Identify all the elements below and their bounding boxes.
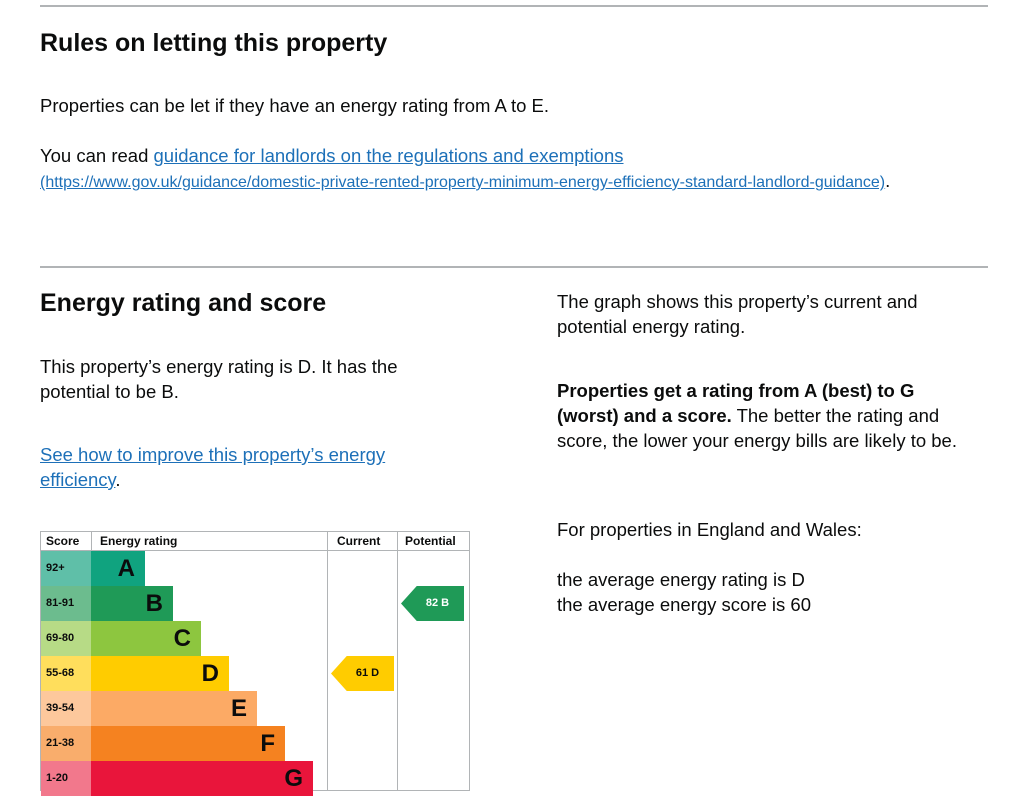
improve-paragraph: See how to improve this property’s energ… bbox=[40, 442, 460, 492]
rating-bar-f: F bbox=[91, 726, 285, 761]
rating-bar-d: D bbox=[91, 656, 229, 691]
rating-explanation-rest: The better the rating and score, the low… bbox=[557, 405, 957, 451]
guidance-link[interactable]: guidance for landlords on the regulation… bbox=[153, 145, 624, 166]
energy-heading: Energy rating and score bbox=[40, 289, 327, 317]
guidance-suffix: . bbox=[885, 170, 891, 191]
score-band-f: 21-38 bbox=[41, 726, 91, 761]
improve-suffix: . bbox=[115, 469, 121, 490]
energy-summary: This property’s energy rating is D. It h… bbox=[40, 356, 398, 402]
rules-text: Properties can be let if they have an en… bbox=[40, 95, 550, 116]
rating-bar-a: A bbox=[91, 551, 145, 586]
header-current: Current bbox=[337, 534, 381, 548]
current-rating-arrow: 61 D bbox=[331, 656, 394, 691]
improve-link[interactable]: See how to improve this property’s energ… bbox=[40, 444, 386, 490]
guidance-prefix: You can read bbox=[40, 145, 154, 166]
score-band-g: 1-20 bbox=[41, 761, 91, 796]
rules-heading: Rules on letting this property bbox=[40, 29, 388, 57]
rating-bar-c: C bbox=[91, 621, 201, 656]
guidance-url-link[interactable]: (https://www.gov.uk/guidance/domestic-pr… bbox=[40, 174, 886, 191]
rating-bar-e: E bbox=[91, 691, 257, 726]
potential-rating-arrow: 82 B bbox=[401, 586, 464, 621]
guidance-paragraph: You can read guidance for landlords on t… bbox=[40, 143, 990, 195]
header-energy-rating: Energy rating bbox=[100, 534, 178, 548]
rating-explanation-bold: Properties get a rating from A (best) to… bbox=[557, 380, 915, 426]
region-text: For properties in England and Wales: bbox=[557, 519, 862, 540]
rating-bar-b: B bbox=[91, 586, 173, 621]
score-band-c: 69-80 bbox=[41, 621, 91, 656]
header-divider bbox=[41, 550, 469, 551]
column-divider bbox=[91, 532, 92, 550]
rating-bar-g: G bbox=[91, 761, 313, 796]
column-divider bbox=[327, 532, 328, 790]
average-rating: the average energy rating is D bbox=[557, 569, 805, 590]
divider bbox=[40, 266, 988, 268]
header-potential: Potential bbox=[405, 534, 456, 548]
score-band-a: 92+ bbox=[41, 551, 91, 586]
energy-rating-chart: Score Energy rating Current Potential 92… bbox=[40, 531, 470, 796]
header-score: Score bbox=[46, 534, 80, 548]
average-score: the average energy score is 60 bbox=[557, 594, 812, 615]
rating-explanation: Properties get a rating from A (best) to… bbox=[557, 378, 977, 453]
score-band-d: 55-68 bbox=[41, 656, 91, 691]
column-divider bbox=[397, 532, 398, 790]
graph-description: The graph shows this property’s current … bbox=[557, 291, 918, 337]
divider bbox=[40, 5, 988, 7]
score-band-b: 81-91 bbox=[41, 586, 91, 621]
score-band-e: 39-54 bbox=[41, 691, 91, 726]
